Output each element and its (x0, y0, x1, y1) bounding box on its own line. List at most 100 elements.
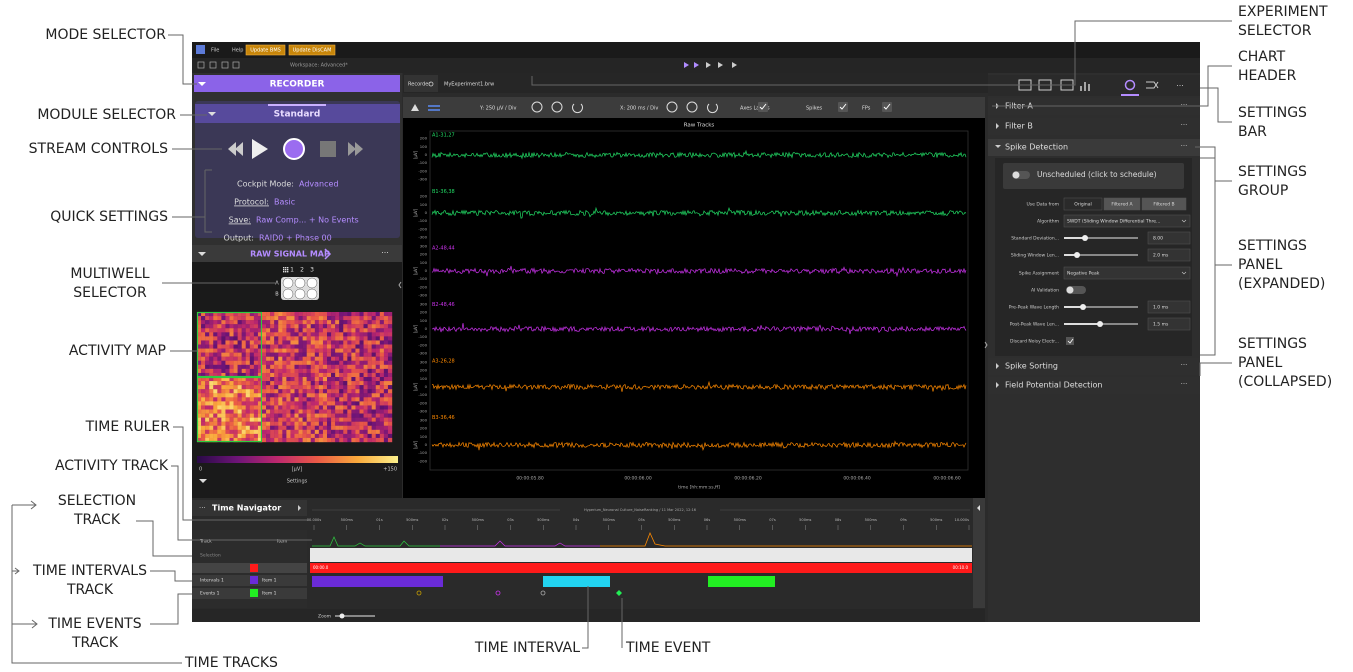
map-cell (217, 332, 222, 337)
map-cell (339, 381, 344, 386)
map-cell (339, 409, 344, 414)
map-cell (201, 377, 206, 382)
zoom-button[interactable] (686, 101, 698, 113)
map-cell (286, 425, 291, 431)
map-cell (262, 405, 267, 410)
map-cell (343, 385, 348, 390)
map-cell (367, 356, 372, 361)
map-cell (270, 413, 275, 418)
map-cell (209, 401, 214, 406)
map-cell (257, 433, 263, 439)
map-cell (387, 368, 393, 374)
map-cell (327, 425, 332, 431)
map-cell (302, 397, 307, 402)
map-cell (253, 405, 259, 410)
map-cell (335, 413, 340, 418)
map-cell (209, 320, 214, 325)
zoom-button[interactable] (531, 101, 543, 113)
map-cell (262, 409, 267, 414)
map-cell (229, 324, 234, 329)
map-cell (262, 385, 267, 390)
map-cell (270, 312, 275, 317)
map-cell (209, 417, 214, 422)
map-cell (367, 425, 372, 431)
map-cell (290, 437, 295, 443)
map-cell (282, 409, 287, 414)
map-cell (233, 397, 238, 402)
map-cell (371, 312, 376, 317)
map-cell (274, 389, 279, 394)
map-cell (278, 425, 283, 431)
map-cell (282, 352, 287, 357)
track-item: Item 1 (262, 591, 277, 597)
map-cell (339, 364, 344, 370)
map-cell (253, 360, 259, 366)
map-cell (270, 344, 275, 349)
map-cell (253, 320, 259, 325)
map-cell (241, 320, 246, 325)
zoom-button[interactable] (551, 101, 563, 113)
map-cell (266, 409, 271, 414)
map-cell (363, 401, 368, 406)
map-cell (278, 437, 283, 443)
map-cell (270, 348, 275, 353)
map-cell (262, 316, 267, 321)
map-cell (205, 437, 210, 443)
map-cell (331, 409, 336, 414)
map-cell (205, 381, 210, 386)
track-row (192, 588, 307, 599)
map-cell (197, 381, 202, 386)
reset-button[interactable] (572, 103, 583, 113)
map-cell (318, 417, 324, 422)
map-cell (229, 381, 234, 386)
map-cell (335, 348, 340, 353)
map-cell (221, 328, 226, 333)
map-cell (359, 356, 364, 361)
map-cell (217, 437, 222, 443)
zoom-button[interactable] (666, 101, 678, 113)
map-cell (257, 336, 263, 341)
map-cell (294, 377, 299, 382)
map-cell (387, 425, 393, 431)
map-cell (363, 360, 368, 366)
map-cell (335, 405, 340, 410)
map-cell (314, 312, 320, 317)
map-cell (302, 389, 307, 394)
map-cell (294, 316, 299, 321)
map-cell (339, 401, 344, 406)
map-cell (241, 344, 246, 349)
map-cell (266, 421, 271, 426)
map-cell (209, 385, 214, 390)
reset-button[interactable] (707, 103, 718, 113)
map-cell (262, 413, 267, 418)
map-cell (310, 377, 316, 382)
map-cell (347, 356, 352, 361)
map-cell (266, 417, 271, 422)
map-cell (359, 385, 364, 390)
map-cell (294, 336, 299, 341)
map-cell (347, 401, 352, 406)
y-tick-label: 0 (425, 268, 428, 273)
map-arrow (324, 248, 332, 260)
map-cell (205, 332, 210, 337)
map-cell (270, 401, 275, 406)
map-cell (298, 368, 303, 374)
map-cell (197, 433, 202, 439)
map-cell (387, 320, 393, 325)
more-button: ··· (1181, 101, 1188, 109)
map-cell (266, 381, 271, 386)
leader-line (992, 65, 1232, 107)
map-cell (387, 393, 393, 398)
map-cell (278, 413, 283, 418)
map-cell (278, 393, 283, 398)
map-cell (237, 433, 242, 439)
time-interval (312, 576, 443, 587)
map-cell (371, 429, 376, 435)
map-cell (347, 417, 352, 422)
y-unit: [µV] (413, 266, 418, 275)
map-cell (302, 352, 307, 357)
map-cell (302, 409, 307, 414)
map-cell (205, 312, 210, 317)
map-cell (225, 328, 230, 333)
map-cell (213, 437, 218, 443)
